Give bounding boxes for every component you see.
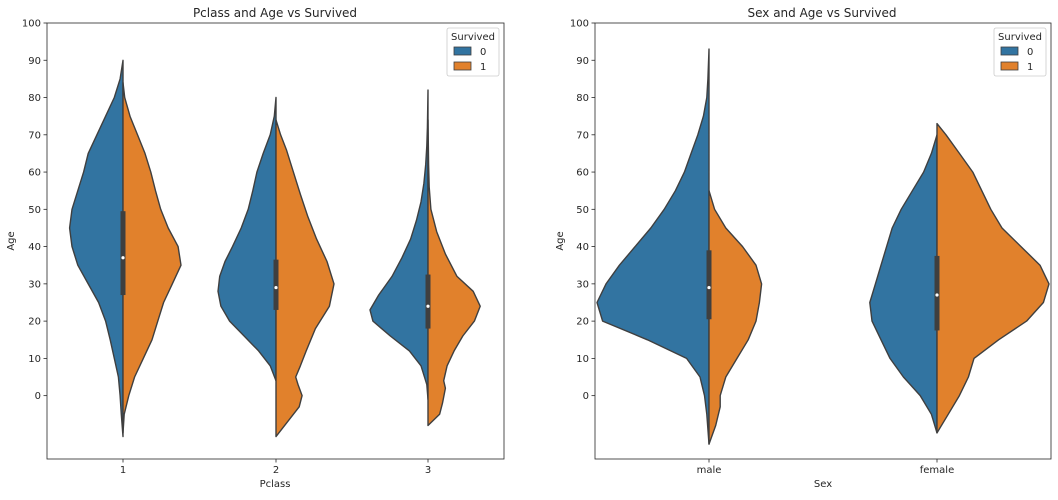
y-tick-label: 70 <box>576 130 589 141</box>
x-axis-label: Sex <box>814 479 832 490</box>
y-tick-label: 10 <box>28 354 41 365</box>
legend: Survived 0 1 <box>446 27 500 77</box>
box-2 <box>273 259 279 310</box>
legend-title: Survived <box>998 32 1042 43</box>
box-male <box>706 250 712 320</box>
y-tick-label: 50 <box>576 205 589 216</box>
chart-sex-age: Sex and Age vs Survived 0102030405060708… <box>555 6 1052 490</box>
legend-entry-0: 0 <box>1027 47 1033 58</box>
median-point-1 <box>121 256 125 260</box>
y-tick-label: 60 <box>576 168 589 179</box>
y-tick-label: 60 <box>28 168 41 179</box>
y-ticks: 0 10 20 30 40 50 60 70 80 90 100 <box>22 19 47 402</box>
legend-swatch-0 <box>1000 46 1019 56</box>
y-tick-label: 10 <box>576 354 589 365</box>
legend-entry-1: 1 <box>1027 62 1033 73</box>
chart-pclass-age: Pclass and Age vs Survived 0102030405060… <box>6 6 505 490</box>
plot-frame <box>594 22 1052 460</box>
legend-entry-1: 1 <box>480 62 486 73</box>
y-tick-label: 20 <box>576 317 589 328</box>
x-ticks: 1 2 3 <box>120 459 431 476</box>
legend-swatch-1 <box>1000 61 1019 71</box>
chart-title: Pclass and Age vs Survived <box>193 6 357 20</box>
legend-swatch-0 <box>453 46 472 56</box>
y-tick-label: 30 <box>576 279 589 290</box>
y-tick-label: 100 <box>570 19 589 30</box>
legend-swatch-1 <box>453 61 472 71</box>
legend-entry-0: 0 <box>480 47 486 58</box>
violin-half-1-survived-1 <box>122 81 182 434</box>
x-tick-label: male <box>697 465 722 476</box>
violins-layer <box>68 59 481 438</box>
violin-half-2-survived-1 <box>275 119 335 438</box>
x-ticks: male female <box>697 459 954 476</box>
plot-frame <box>46 22 505 460</box>
x-axis-label: Pclass <box>260 479 291 490</box>
median-point-male <box>707 285 711 290</box>
y-tick-label: 90 <box>576 56 589 67</box>
y-axis-label: Age <box>555 231 566 250</box>
y-tick-label: 40 <box>28 242 41 253</box>
box-female <box>934 255 940 331</box>
violin-half-2-survived-0 <box>217 96 277 382</box>
violin-half-3-survived-1 <box>427 119 481 427</box>
y-tick-label: 80 <box>28 93 41 104</box>
median-point-2 <box>274 285 278 290</box>
median-point-female <box>935 293 939 297</box>
y-tick-label: 30 <box>28 279 41 290</box>
y-tick-label: 80 <box>576 93 589 104</box>
violin-half-female-survived-1 <box>936 122 1050 434</box>
y-axis-label: Age <box>6 231 17 250</box>
y-tick-label: 50 <box>28 205 41 216</box>
legend: Survived 0 1 <box>993 27 1047 77</box>
violin-half-female-survived-0 <box>869 134 938 434</box>
y-tick-label: 0 <box>35 391 41 402</box>
legend-title: Survived <box>451 32 495 43</box>
violin-half-1-survived-0 <box>68 59 124 438</box>
y-tick-label: 90 <box>28 56 41 67</box>
x-tick-label: 1 <box>120 465 126 476</box>
chart-title: Sex and Age vs Survived <box>748 6 897 20</box>
violin-half-male-survived-1 <box>708 190 763 445</box>
violins-layer <box>596 48 1050 445</box>
box-3 <box>425 274 431 329</box>
x-tick-label: 3 <box>425 465 431 476</box>
x-tick-label: female <box>920 465 954 476</box>
violin-half-3-survived-0 <box>369 89 429 401</box>
y-tick-label: 20 <box>28 317 41 328</box>
y-tick-label: 40 <box>576 242 589 253</box>
y-ticks: 0 10 20 30 40 50 60 70 80 90 100 <box>570 19 595 402</box>
box-1 <box>120 211 126 296</box>
y-tick-label: 0 <box>583 391 589 402</box>
y-tick-label: 100 <box>22 19 41 30</box>
x-tick-label: 2 <box>273 465 279 476</box>
y-tick-label: 70 <box>28 130 41 141</box>
violin-half-male-survived-0 <box>596 48 710 445</box>
median-point-3 <box>426 304 430 308</box>
